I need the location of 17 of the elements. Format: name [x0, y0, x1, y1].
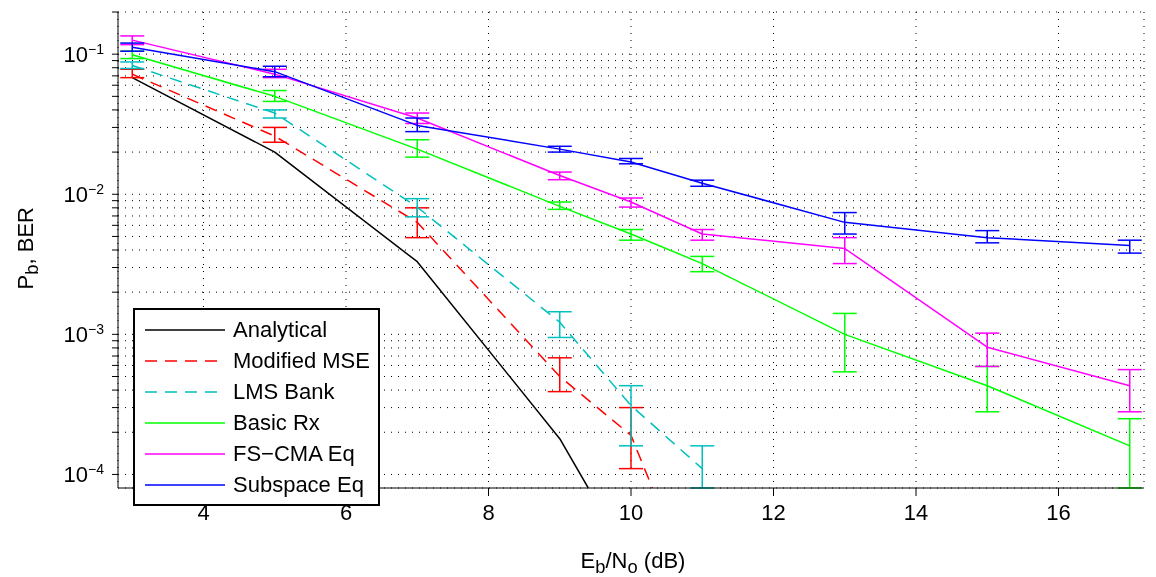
y-tick-label: 10$^{−3}$ [63, 321, 105, 348]
legend-label: LMS Bank [233, 378, 335, 405]
legend-label: FS−CMA Eq [233, 440, 355, 467]
y-tick-label: 10$^{−2}$ [63, 181, 105, 208]
legend-label: Analytical [233, 316, 328, 343]
y-tick-label: 10$^{−4}$ [63, 461, 105, 488]
x-tick-label: 8 [482, 500, 495, 525]
x-axis-title: E$_{b}$/N$_{o}$ (dB) [579, 547, 687, 577]
legend-label: Modified MSE [233, 347, 370, 374]
legend-label: Basic Rx [233, 409, 320, 436]
x-tick-label: 16 [1046, 500, 1071, 525]
x-tick-label: 12 [761, 500, 786, 525]
legend-label: Subspace Eq [233, 471, 364, 498]
x-tick-label: 4 [197, 500, 210, 525]
x-tick-label: 14 [903, 500, 929, 525]
y-tick-label: 10$^{−1}$ [63, 41, 105, 68]
x-tick-label: 10 [618, 500, 644, 525]
